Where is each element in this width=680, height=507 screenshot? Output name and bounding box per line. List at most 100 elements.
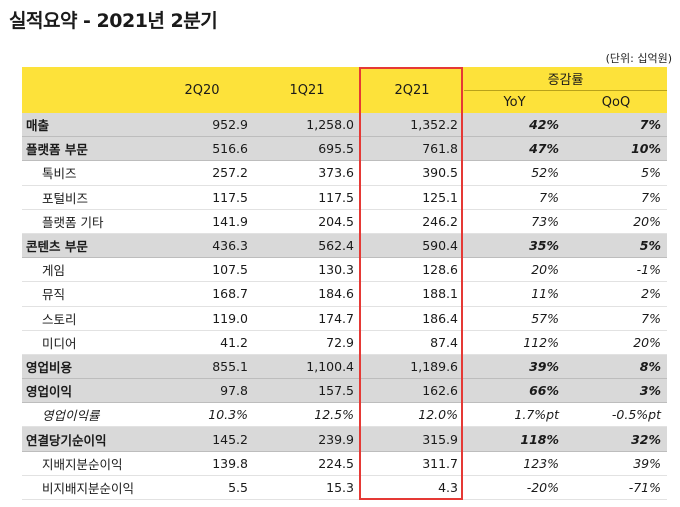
row-label: 영업이익률 <box>22 402 150 428</box>
cell-2q21: 87.4 <box>360 330 464 355</box>
cell-2q21: 315.9 <box>360 426 464 452</box>
cell-qoq: 20% <box>565 209 668 234</box>
cell-2q20: 41.2 <box>150 330 254 355</box>
header-yoy: YoY <box>464 90 565 113</box>
table-row: 비지배지분순이익 5.5 15.3 4.3 -20% -71% <box>22 475 668 501</box>
row-label: 영업이익 <box>22 378 150 404</box>
cell-2q20: 139.8 <box>150 451 254 476</box>
cell-2q20: 10.3% <box>150 402 254 428</box>
cell-2q21: 1,352.2 <box>360 113 464 138</box>
cell-qoq: -1% <box>565 257 668 283</box>
table-row: 영업비용 855.1 1,100.4 1,189.6 39% 8% <box>22 354 668 380</box>
header-growth: 증감률 <box>464 67 668 91</box>
row-label: 게임 <box>22 257 150 283</box>
cell-yoy: -20% <box>464 475 565 501</box>
row-label: 지배지분순이익 <box>22 451 150 476</box>
row-label: 연결당기순이익 <box>22 426 150 452</box>
cell-1q21: 1,100.4 <box>254 354 360 380</box>
cell-qoq: 39% <box>565 451 668 476</box>
cell-yoy: 112% <box>464 330 565 355</box>
cell-2q21: 246.2 <box>360 209 464 234</box>
header-qoq: QoQ <box>565 90 668 113</box>
cell-2q21: 186.4 <box>360 306 464 331</box>
cell-yoy: 39% <box>464 354 565 380</box>
cell-1q21: 130.3 <box>254 257 360 283</box>
cell-qoq: 5% <box>565 233 668 259</box>
table-row: 연결당기순이익 145.2 239.9 315.9 118% 32% <box>22 426 668 452</box>
cell-yoy: 7% <box>464 185 565 210</box>
cell-2q21: 390.5 <box>360 160 464 186</box>
cell-2q20: 257.2 <box>150 160 254 186</box>
cell-yoy: 118% <box>464 426 565 452</box>
table-row: 톡비즈 257.2 373.6 390.5 52% 5% <box>22 160 668 186</box>
cell-1q21: 174.7 <box>254 306 360 331</box>
table-row: 포털비즈 117.5 117.5 125.1 7% 7% <box>22 185 668 210</box>
earnings-summary-table: 2Q20 1Q21 2Q21 증감률 YoY QoQ 매출 952.9 1,25… <box>22 67 668 501</box>
cell-qoq: -0.5%pt <box>565 402 668 428</box>
table-row: 매출 952.9 1,258.0 1,352.2 42% 7% <box>22 113 668 138</box>
cell-yoy: 42% <box>464 113 565 138</box>
cell-2q20: 436.3 <box>150 233 254 259</box>
cell-2q20: 119.0 <box>150 306 254 331</box>
table-row: 콘텐츠 부문 436.3 562.4 590.4 35% 5% <box>22 233 668 259</box>
table-row: 플랫폼 부문 516.6 695.5 761.8 47% 10% <box>22 136 668 162</box>
row-label: 뮤직 <box>22 281 150 307</box>
cell-qoq: 2% <box>565 281 668 307</box>
row-label: 미디어 <box>22 330 150 355</box>
cell-2q21: 162.6 <box>360 378 464 404</box>
cell-2q20: 97.8 <box>150 378 254 404</box>
row-label: 포털비즈 <box>22 185 150 210</box>
cell-2q20: 5.5 <box>150 475 254 501</box>
cell-qoq: 3% <box>565 378 668 404</box>
cell-qoq: 5% <box>565 160 668 186</box>
unit-note: (단위: 십억원) <box>605 52 672 65</box>
cell-2q21: 125.1 <box>360 185 464 210</box>
cell-2q21: 12.0% <box>360 402 464 428</box>
cell-yoy: 11% <box>464 281 565 307</box>
cell-2q21: 188.1 <box>360 281 464 307</box>
table-row: 스토리 119.0 174.7 186.4 57% 7% <box>22 306 668 331</box>
cell-qoq: 7% <box>565 185 668 210</box>
header-2q20: 2Q20 <box>150 67 254 113</box>
row-label: 스토리 <box>22 306 150 331</box>
cell-qoq: 20% <box>565 330 668 355</box>
cell-2q20: 145.2 <box>150 426 254 452</box>
cell-2q21: 590.4 <box>360 233 464 259</box>
cell-yoy: 73% <box>464 209 565 234</box>
cell-1q21: 72.9 <box>254 330 360 355</box>
cell-yoy: 52% <box>464 160 565 186</box>
cell-1q21: 562.4 <box>254 233 360 259</box>
table-row: 게임 107.5 130.3 128.6 20% -1% <box>22 257 668 283</box>
cell-1q21: 204.5 <box>254 209 360 234</box>
row-label: 톡비즈 <box>22 160 150 186</box>
cell-1q21: 117.5 <box>254 185 360 210</box>
page-title: 실적요약 - 2021년 2분기 <box>9 10 218 32</box>
cell-2q20: 952.9 <box>150 113 254 138</box>
cell-2q21: 1,189.6 <box>360 354 464 380</box>
cell-1q21: 184.6 <box>254 281 360 307</box>
cell-yoy: 47% <box>464 136 565 162</box>
row-label: 영업비용 <box>22 354 150 380</box>
table-row: 영업이익 97.8 157.5 162.6 66% 3% <box>22 378 668 404</box>
cell-yoy: 123% <box>464 451 565 476</box>
cell-2q20: 117.5 <box>150 185 254 210</box>
cell-2q21: 4.3 <box>360 475 464 501</box>
table-row: 지배지분순이익 139.8 224.5 311.7 123% 39% <box>22 451 668 476</box>
cell-qoq: 7% <box>565 113 668 138</box>
cell-1q21: 224.5 <box>254 451 360 476</box>
cell-qoq: 8% <box>565 354 668 380</box>
row-label: 플랫폼 기타 <box>22 209 150 234</box>
cell-1q21: 15.3 <box>254 475 360 501</box>
cell-2q20: 141.9 <box>150 209 254 234</box>
cell-2q20: 516.6 <box>150 136 254 162</box>
header-blank <box>22 67 150 113</box>
cell-qoq: 32% <box>565 426 668 452</box>
table-row: 플랫폼 기타 141.9 204.5 246.2 73% 20% <box>22 209 668 234</box>
cell-1q21: 12.5% <box>254 402 360 428</box>
cell-1q21: 239.9 <box>254 426 360 452</box>
cell-yoy: 57% <box>464 306 565 331</box>
cell-2q21: 128.6 <box>360 257 464 283</box>
cell-2q21: 761.8 <box>360 136 464 162</box>
table-row: 뮤직 168.7 184.6 188.1 11% 2% <box>22 281 668 307</box>
cell-yoy: 20% <box>464 257 565 283</box>
